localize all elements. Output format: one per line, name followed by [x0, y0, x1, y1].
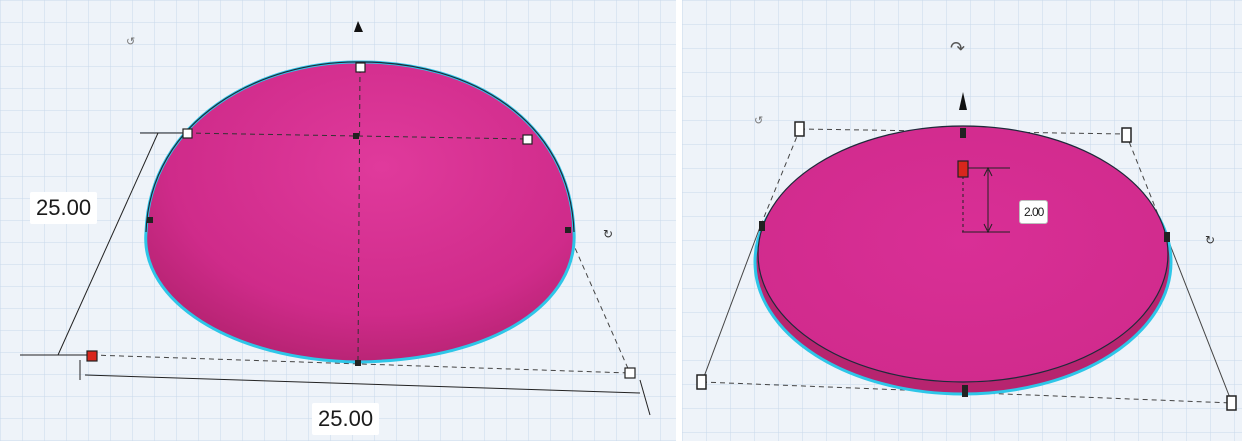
lift-cone-icon[interactable] [354, 21, 363, 32]
corner-handle-back-left[interactable] [794, 121, 805, 137]
corner-handle-front-right[interactable] [1226, 395, 1237, 411]
workplane-canvas[interactable]: ↺ ↻ [0, 0, 676, 441]
corner-handle-back-right[interactable] [522, 134, 533, 145]
width-dimension-label[interactable]: 25.00 [312, 403, 380, 435]
height-handle[interactable] [355, 62, 366, 73]
workplane-view-right[interactable]: ↷ ↺ ↻ 2.00 [682, 0, 1242, 441]
rotate-icon-left[interactable]: ↺ [754, 114, 763, 127]
side-handle-front[interactable] [355, 360, 361, 366]
corner-handle-back-right[interactable] [1121, 127, 1132, 143]
inner-guides [186, 67, 528, 361]
rotate-icon-left[interactable]: ↺ [126, 35, 135, 48]
rotate-icon-right[interactable]: ↻ [603, 227, 613, 241]
height-dimension-lines [962, 166, 1010, 234]
side-handle-left[interactable] [759, 221, 765, 231]
side-handle-right[interactable] [565, 227, 571, 233]
depth-dimension-label[interactable]: 25.00 [30, 192, 98, 224]
side-handle-front[interactable] [962, 385, 968, 397]
workplane-canvas[interactable]: ↷ ↺ ↻ [682, 0, 1242, 441]
corner-handle-front-left[interactable] [86, 350, 98, 362]
height-dimension-label[interactable]: 2.00 [1019, 200, 1049, 224]
corner-handle-front-left[interactable] [696, 374, 707, 390]
side-handle-right[interactable] [1164, 232, 1170, 242]
rotate-icon-top[interactable]: ↷ [950, 38, 965, 59]
corner-handle-back-left[interactable] [182, 128, 193, 139]
panel-divider [676, 0, 682, 441]
lift-cone-icon[interactable] [959, 92, 967, 110]
dome-rim [145, 61, 575, 233]
rotate-icon-right[interactable]: ↻ [1205, 233, 1215, 247]
side-handle-back[interactable] [960, 128, 966, 138]
workplane-view-left[interactable]: ↺ ↻ 25.00 25.00 [0, 0, 676, 441]
height-handle[interactable] [957, 160, 969, 178]
bounding-box-sides [701, 226, 1233, 404]
dimension-lines [20, 132, 651, 416]
corner-handle-front-right[interactable] [624, 367, 636, 379]
side-handle-left[interactable] [147, 217, 153, 223]
disc-shape[interactable] [757, 125, 1169, 383]
center-handle[interactable] [353, 133, 359, 139]
